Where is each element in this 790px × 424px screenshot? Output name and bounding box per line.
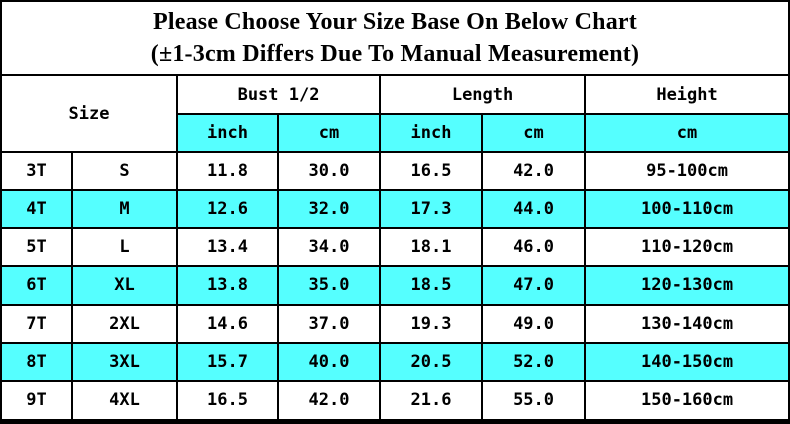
cell-bust-inch: 13.4 [176,227,280,268]
cell-length-inch: 17.3 [379,189,484,230]
cell-size-letter: XL [70,265,179,306]
subheader-bust-inch: inch [177,113,280,153]
subheader-height-cm: cm [584,113,789,153]
cell-height: 110-120cm [584,227,789,268]
table-row: 8T 3XL 15.7 40.0 20.5 52.0 140-150cm [2,341,789,382]
header-size: Size [2,76,179,153]
cell-length-cm: 46.0 [481,227,587,268]
header-row-units: inch cm inch cm cm [2,113,789,153]
cell-bust-cm: 40.0 [277,341,382,382]
cell-length-inch: 20.5 [379,341,484,382]
cell-length-cm: 44.0 [481,189,587,230]
cell-size-letter: M [70,189,179,230]
cell-bust-cm: 37.0 [277,303,382,344]
cell-height: 120-130cm [584,265,789,306]
cell-length-inch: 16.5 [379,150,484,192]
cell-size-letter: L [70,227,179,268]
table-row: 4T M 12.6 32.0 17.3 44.0 100-110cm [2,189,789,230]
table-row: 5T L 13.4 34.0 18.1 46.0 110-120cm [2,227,789,268]
cell-height: 95-100cm [584,150,789,192]
cell-length-cm: 49.0 [481,303,587,344]
cell-length-cm: 47.0 [481,265,587,306]
cell-height: 140-150cm [584,341,789,382]
table-row: 6T XL 13.8 35.0 18.5 47.0 120-130cm [2,265,789,306]
subheader-length-inch: inch [379,113,484,153]
cell-bust-cm: 30.0 [277,150,382,192]
table-row: 7T 2XL 14.6 37.0 19.3 49.0 130-140cm [2,303,789,344]
cell-length-inch: 19.3 [379,303,484,344]
header-height: Height [584,76,789,115]
cell-size-letter: 2XL [70,303,179,344]
cell-bust-cm: 42.0 [277,379,382,419]
cell-size-t: 3T [2,150,73,192]
table-row: 9T 4XL 16.5 42.0 21.6 55.0 150-160cm [2,379,789,419]
cell-length-inch: 18.1 [379,227,484,268]
cell-bust-inch: 11.8 [176,150,280,192]
cell-size-letter: S [70,150,179,192]
subheader-bust-cm: cm [277,113,382,153]
chart-title-line1: Please Choose Your Size Base On Below Ch… [153,8,637,35]
cell-bust-inch: 15.7 [176,341,280,382]
header-row-groups: Size Bust 1/2 Length Height [2,76,789,153]
cell-bust-cm: 34.0 [277,227,382,268]
cell-bust-cm: 35.0 [277,265,382,306]
cell-bust-inch: 16.5 [176,379,280,419]
cell-size-t: 9T [2,379,73,419]
cell-length-inch: 21.6 [379,379,484,419]
cell-length-cm: 52.0 [481,341,587,382]
cell-size-letter: 4XL [70,379,179,419]
cell-bust-inch: 13.8 [176,265,280,306]
size-chart-table: Size Bust 1/2 Length Height inch cm inch… [2,76,789,419]
cell-size-t: 4T [2,189,73,230]
cell-size-t: 7T [2,303,73,344]
cell-height: 150-160cm [584,379,789,419]
table-body: 3T S 11.8 30.0 16.5 42.0 95-100cm 4T M 1… [2,150,789,419]
cell-bust-inch: 12.6 [176,189,280,230]
cell-height: 100-110cm [584,189,789,230]
cell-size-t: 8T [2,341,73,382]
table-header: Size Bust 1/2 Length Height inch cm inch… [2,76,789,153]
cell-size-t: 5T [2,227,73,268]
cell-size-t: 6T [2,265,73,306]
chart-title-line2: (±1-3cm Differs Due To Manual Measuremen… [150,41,640,67]
table-row: 3T S 11.8 30.0 16.5 42.0 95-100cm [2,150,789,192]
cell-length-inch: 18.5 [379,265,484,306]
cell-height: 130-140cm [584,303,789,344]
cell-bust-cm: 32.0 [277,189,382,230]
cell-length-cm: 55.0 [481,379,587,419]
header-bust: Bust 1/2 [176,76,382,115]
cell-bust-inch: 14.6 [176,303,280,344]
chart-title: Please Choose Your Size Base On Below Ch… [2,2,788,76]
cell-length-cm: 42.0 [481,150,587,192]
header-length: Length [379,76,587,115]
subheader-length-cm: cm [481,113,587,153]
cell-size-letter: 3XL [70,341,179,382]
